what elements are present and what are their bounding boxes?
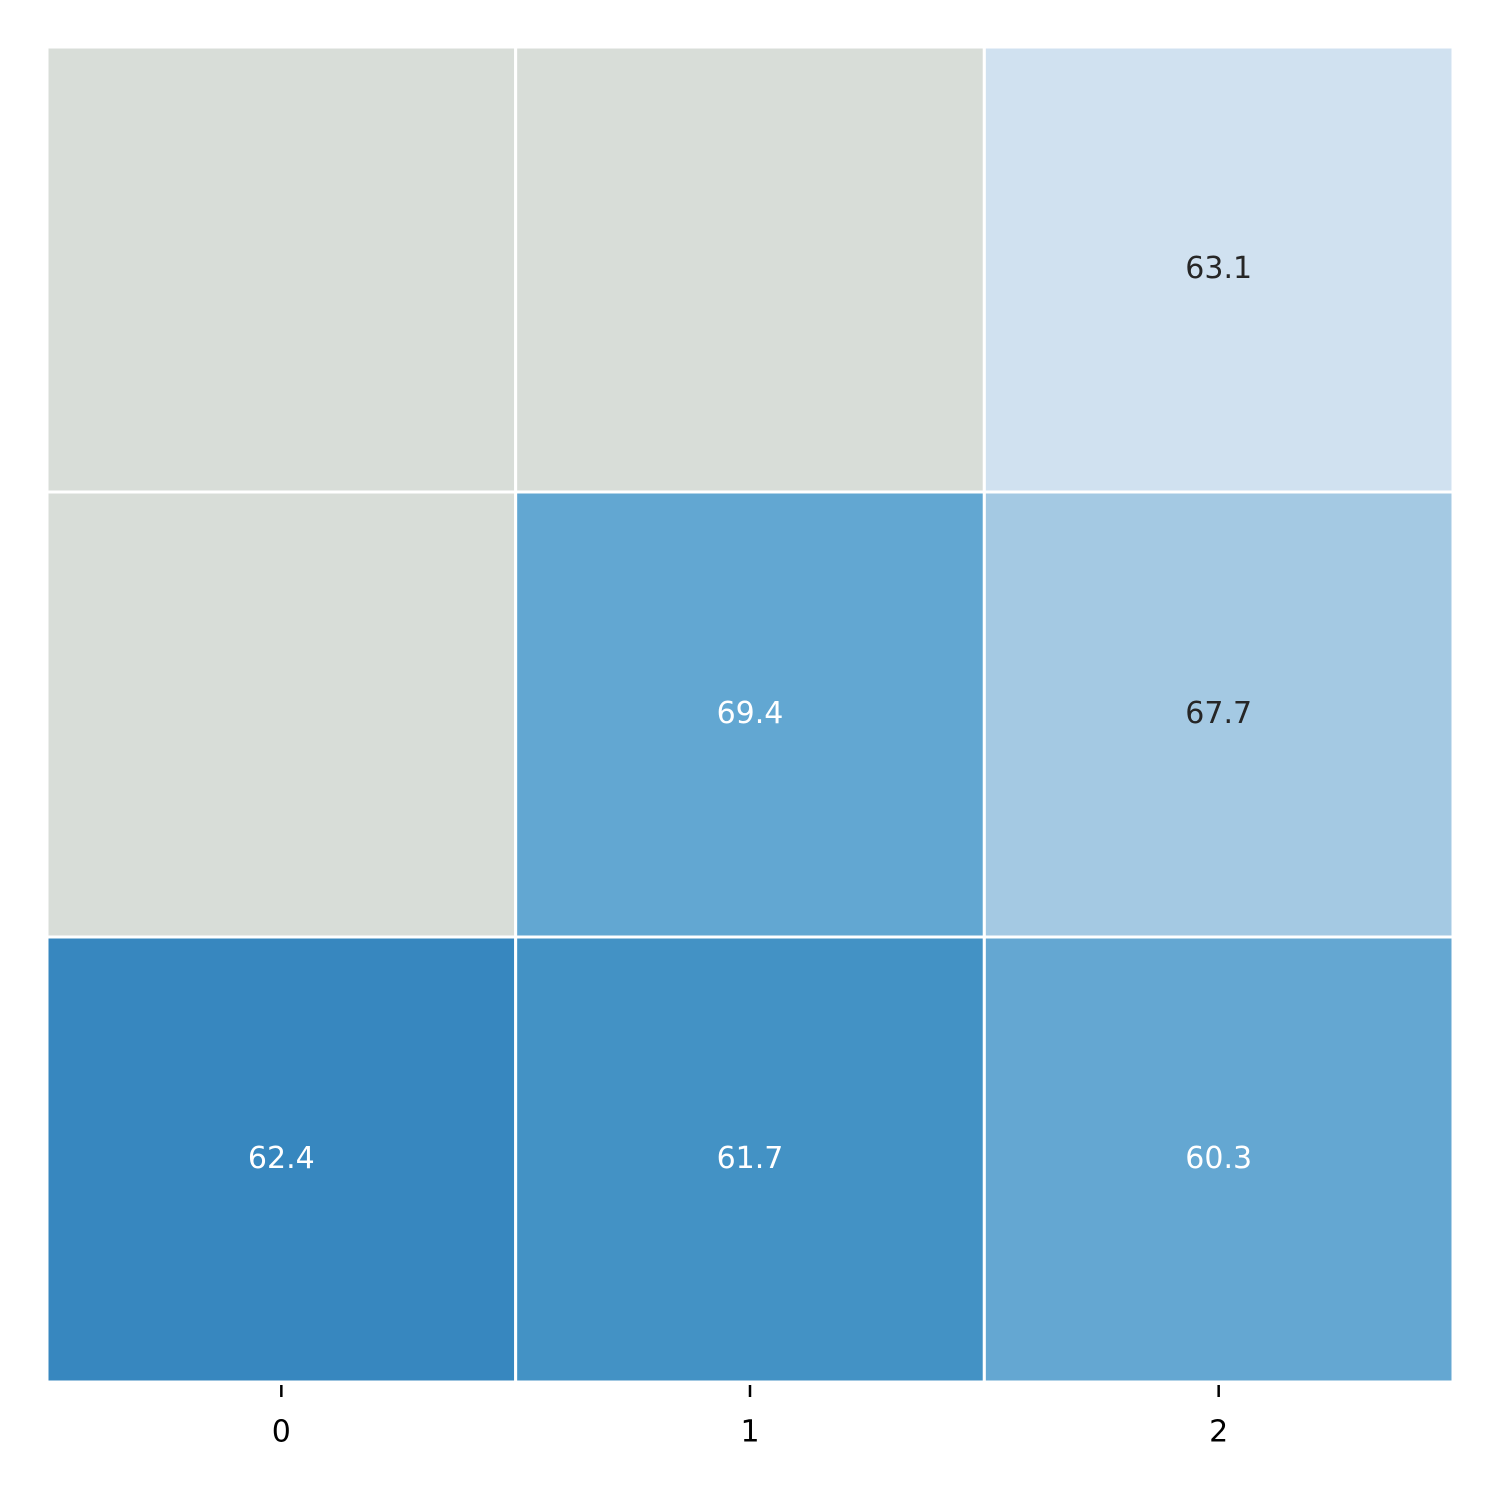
cell-label: 69.4 — [717, 696, 784, 731]
cell — [45, 935, 518, 1384]
missing-cell — [514, 45, 986, 494]
x-tick-label: 2 — [1209, 1415, 1228, 1450]
missing-cell — [45, 490, 518, 939]
cell-label: 63.1 — [1185, 251, 1252, 286]
missing-cell — [45, 45, 518, 494]
cell — [982, 490, 1455, 939]
x-tick-label: 0 — [272, 1415, 291, 1450]
cell-label: 61.7 — [717, 1141, 784, 1176]
x-tick-label: 1 — [740, 1415, 759, 1450]
cell — [514, 490, 986, 939]
cell — [982, 935, 1455, 1384]
cell — [982, 45, 1455, 494]
cell — [514, 935, 986, 1384]
cell-label: 67.7 — [1185, 696, 1252, 731]
cell-label: 62.4 — [248, 1141, 315, 1176]
cell-label: 60.3 — [1185, 1141, 1252, 1176]
